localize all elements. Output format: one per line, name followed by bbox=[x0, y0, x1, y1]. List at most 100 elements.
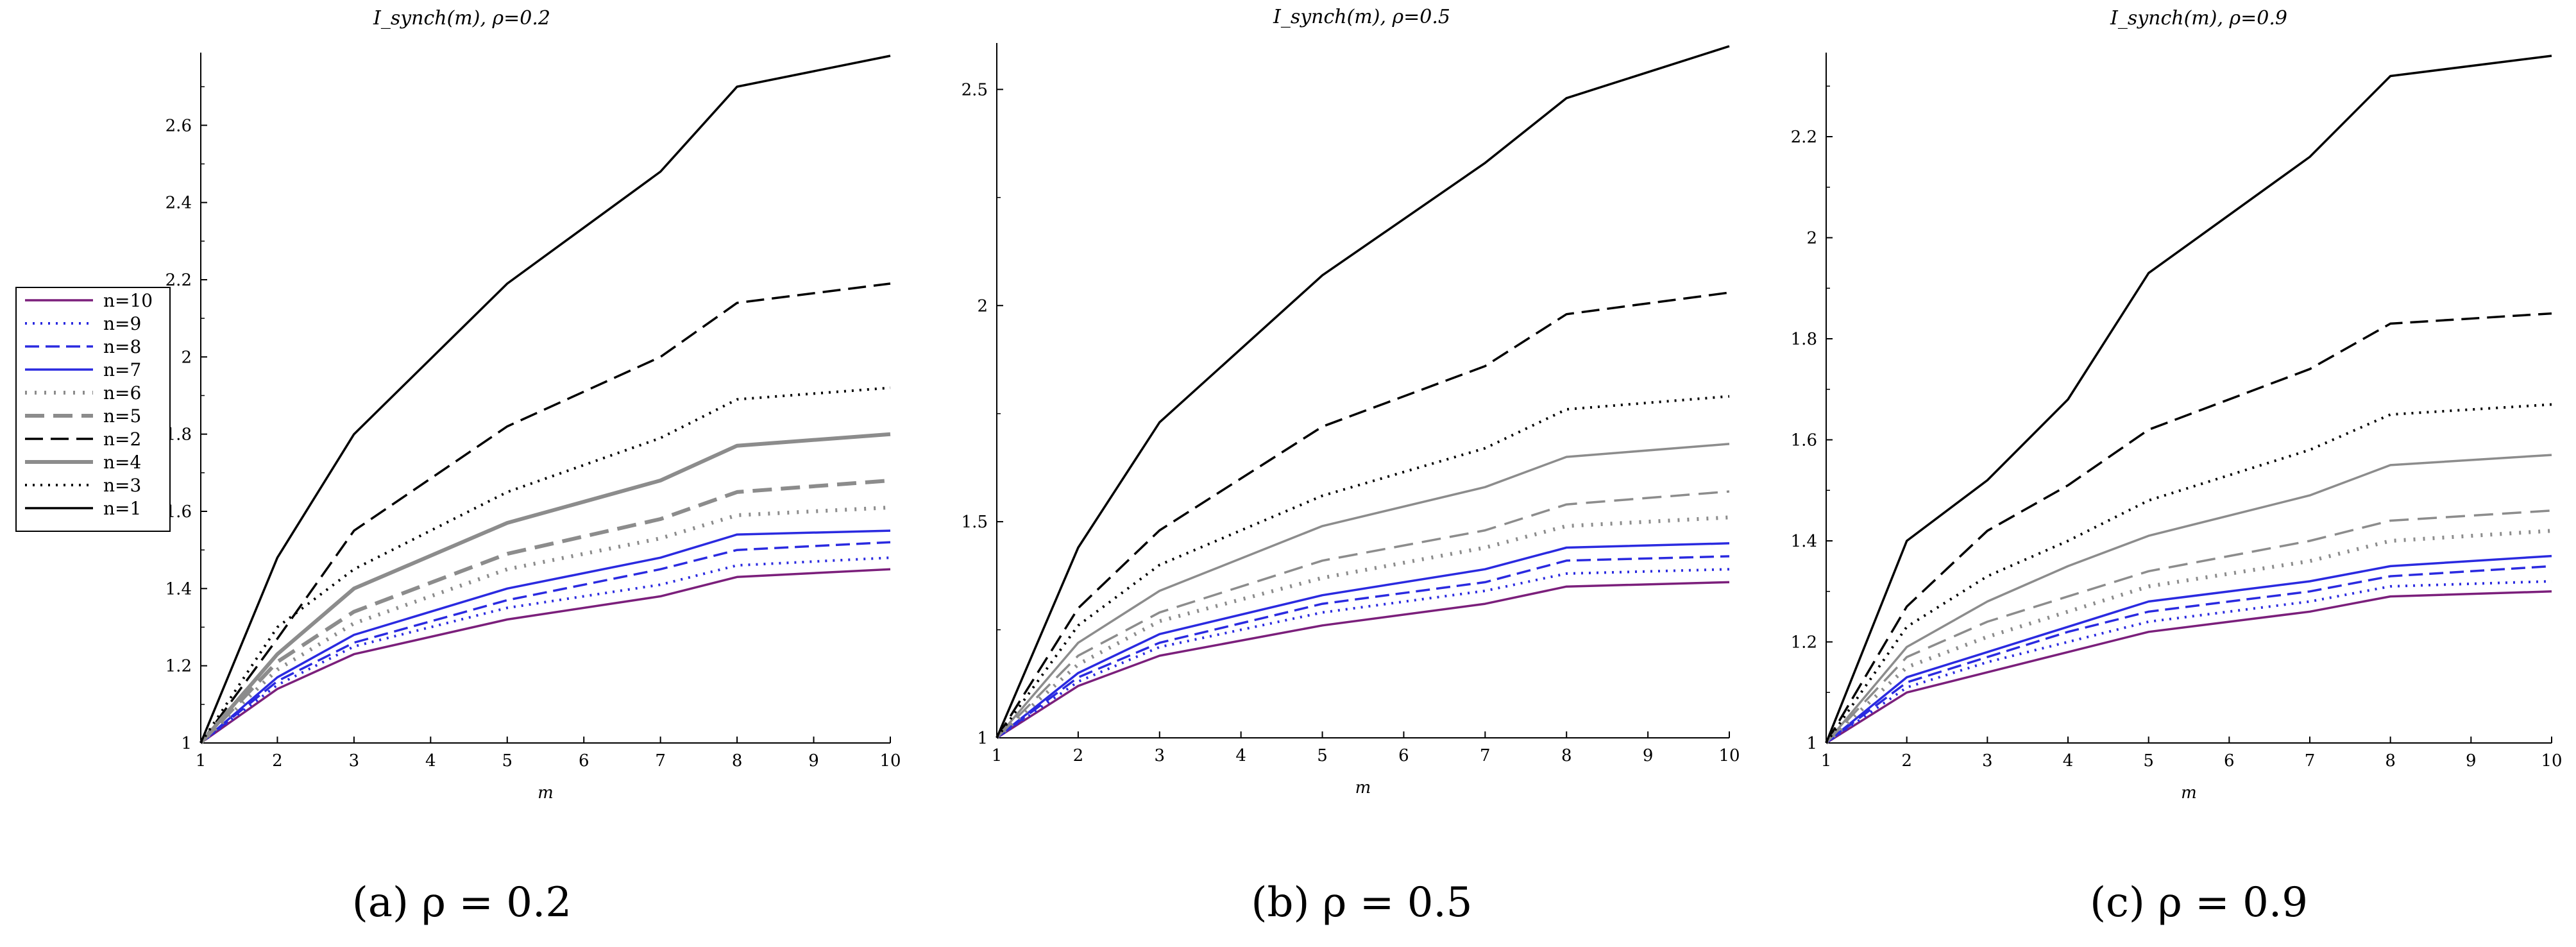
chart-panel-2: I_synch(m), ρ=0.5 1 2 3 4 5 6 7 8 9 10 m 1 1.5 2 2.5 (b)… bbox=[962, 6, 1740, 926]
x-tick-label: 3 bbox=[1982, 751, 1993, 771]
series-line-n9 bbox=[996, 568, 1730, 739]
y-tick-label: 2 bbox=[977, 296, 988, 316]
series-line-n3 bbox=[996, 395, 1730, 739]
series-line-n9 bbox=[199, 556, 891, 744]
y-tick-label: 2 bbox=[181, 348, 192, 367]
x-tick-label: 3 bbox=[1155, 746, 1165, 765]
x-tick-label: 9 bbox=[2466, 751, 2477, 771]
x-tick-label: 9 bbox=[808, 751, 819, 771]
y-tick-label: 1 bbox=[181, 734, 192, 753]
legend-label: n=4 bbox=[103, 452, 141, 473]
legend-label: n=2 bbox=[103, 429, 141, 450]
series-line-n4 bbox=[199, 432, 891, 744]
series-line-n1 bbox=[996, 45, 1730, 738]
y-tick-label: 2.4 bbox=[165, 194, 192, 213]
x-tick-label: 8 bbox=[732, 751, 743, 771]
y-tick-label: 1.4 bbox=[1791, 532, 1817, 551]
legend-label: n=7 bbox=[103, 359, 141, 380]
y-tick-label: 1.5 bbox=[962, 513, 988, 532]
legend-box bbox=[15, 287, 171, 532]
x-tick-label: 4 bbox=[1235, 746, 1246, 765]
x-tick-label: 6 bbox=[579, 751, 589, 771]
legend-label: n=8 bbox=[103, 336, 141, 357]
x-tick-label: 7 bbox=[1480, 746, 1491, 765]
x-tick-label: 1 bbox=[1821, 751, 1832, 771]
x-tick-label: 1 bbox=[992, 746, 1003, 765]
x-tick-label: 8 bbox=[1561, 746, 1572, 765]
x-tick-label: 2 bbox=[272, 751, 283, 771]
series-line-n7 bbox=[199, 529, 891, 744]
y-tick-label: 2.6 bbox=[165, 116, 192, 135]
x-tick-label: 7 bbox=[655, 751, 666, 771]
x-axis-label: m bbox=[538, 783, 554, 803]
x-tick-label: 1 bbox=[196, 751, 207, 771]
series-line-n10 bbox=[1826, 590, 2552, 744]
chart-caption: (b) ρ = 0.5 bbox=[1251, 879, 1473, 926]
legend-label: n=3 bbox=[103, 475, 141, 496]
x-tick-label: 10 bbox=[2541, 751, 2562, 771]
y-tick-label: 1.6 bbox=[1791, 431, 1817, 450]
y-tick-label: 1 bbox=[1806, 734, 1817, 753]
x-axis-label: m bbox=[1355, 778, 1371, 798]
chart-title: I_synch(m), ρ=0.2 bbox=[373, 7, 550, 30]
y-tick-label: 2.2 bbox=[1791, 128, 1817, 147]
legend-label: n=9 bbox=[103, 313, 141, 334]
y-tick-label: 1.8 bbox=[1791, 330, 1817, 349]
series-line-n7 bbox=[996, 542, 1730, 739]
series-line-n8 bbox=[996, 555, 1730, 739]
series-line-n5 bbox=[1825, 509, 2552, 744]
series-line-n10 bbox=[996, 581, 1730, 739]
x-tick-label: 10 bbox=[879, 751, 901, 771]
x-tick-label: 5 bbox=[1317, 746, 1328, 765]
series-line-n2 bbox=[996, 291, 1730, 738]
x-tick-label: 3 bbox=[349, 751, 360, 771]
x-tick-label: 6 bbox=[2224, 751, 2235, 771]
x-tick-label: 8 bbox=[2385, 751, 2396, 771]
series-line-n4 bbox=[996, 443, 1730, 739]
series-line-n4 bbox=[1825, 454, 2552, 744]
series-line-n1 bbox=[1825, 55, 2552, 744]
series-line-n5 bbox=[199, 478, 891, 745]
x-tick-label: 5 bbox=[2143, 751, 2154, 771]
x-tick-label: 4 bbox=[2063, 751, 2074, 771]
chart-title: I_synch(m), ρ=0.5 bbox=[1273, 6, 1450, 28]
series-line-n8 bbox=[1825, 565, 2552, 744]
series-line-n3 bbox=[199, 386, 891, 744]
x-tick-label: 2 bbox=[1073, 746, 1084, 765]
legend-label: n=6 bbox=[103, 382, 141, 404]
chart-caption: (c) ρ = 0.9 bbox=[2090, 879, 2308, 926]
y-tick-label: 1.4 bbox=[165, 579, 192, 599]
series-line-n5 bbox=[996, 490, 1730, 739]
y-tick-label: 2.5 bbox=[962, 80, 988, 99]
chart-caption: (a) ρ = 0.2 bbox=[352, 879, 572, 926]
x-tick-label: 2 bbox=[1901, 751, 1912, 771]
series-line-n6 bbox=[1824, 529, 2552, 745]
series-line-n10 bbox=[199, 568, 891, 744]
legend-label: n=10 bbox=[103, 290, 153, 311]
legend: n=10n=9n=8n=7n=6n=5n=2n=4n=3n=1 bbox=[15, 287, 171, 532]
series-line-n3 bbox=[1825, 403, 2552, 744]
chart-title: I_synch(m), ρ=0.9 bbox=[2110, 7, 2287, 30]
x-axis-label: m bbox=[2181, 783, 2197, 803]
series-line-n8 bbox=[199, 541, 891, 744]
y-tick-label: 1.2 bbox=[1791, 633, 1817, 653]
series-line-n6 bbox=[995, 515, 1730, 740]
chart-panel-1: I_synch(m), ρ=0.21 2 3 4 5 6 7 8 9 10m11.21.41.61… bbox=[165, 7, 901, 926]
x-tick-label: 5 bbox=[502, 751, 513, 771]
y-tick-label: 1 bbox=[977, 729, 988, 748]
series-line-n1 bbox=[199, 55, 891, 744]
legend-label: n=1 bbox=[103, 498, 141, 519]
series-line-n7 bbox=[1825, 554, 2552, 744]
x-tick-label: 6 bbox=[1398, 746, 1409, 765]
legend-label: n=5 bbox=[103, 405, 141, 427]
series-line-n6 bbox=[199, 506, 891, 745]
y-tick-label: 2 bbox=[1806, 229, 1817, 248]
y-tick-label: 2.2 bbox=[165, 271, 192, 290]
x-tick-label: 4 bbox=[425, 751, 436, 771]
series-line-n2 bbox=[199, 282, 891, 744]
x-tick-label: 7 bbox=[2305, 751, 2316, 771]
x-tick-label: 10 bbox=[1718, 746, 1740, 765]
series-line-n2 bbox=[1825, 312, 2552, 744]
x-tick-label: 9 bbox=[1643, 746, 1654, 765]
